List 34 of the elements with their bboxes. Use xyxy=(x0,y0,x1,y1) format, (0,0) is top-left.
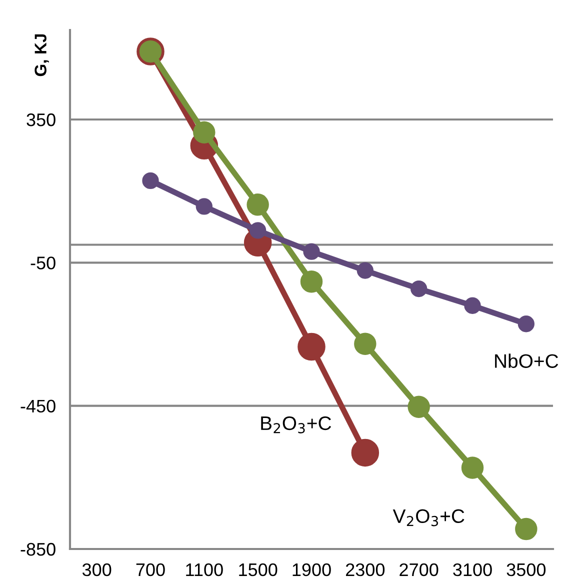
x-tick-label: 2700 xyxy=(400,563,438,576)
point xyxy=(410,280,428,298)
point xyxy=(356,262,374,279)
x-tick-label: 700 xyxy=(136,563,165,576)
point xyxy=(518,316,534,332)
x-tick-label: 1900 xyxy=(292,563,331,576)
point xyxy=(461,456,484,479)
point xyxy=(142,172,159,190)
series-label: NbO+C xyxy=(495,354,558,368)
x-tick-label: 300 xyxy=(82,563,112,576)
y-tick-label: -50 xyxy=(30,256,56,270)
x-tick-label: 2300 xyxy=(346,563,385,576)
x-tick-label: 3100 xyxy=(453,563,492,576)
point xyxy=(303,243,320,260)
point xyxy=(515,518,538,540)
point xyxy=(250,222,266,239)
series-label: B$_{2}$O$_{3}$+C xyxy=(261,416,332,434)
y-tick-label: -850 xyxy=(20,542,56,556)
y-tick-label: 350 xyxy=(26,113,56,126)
point xyxy=(464,297,481,314)
y-tick-label: -450 xyxy=(20,400,56,413)
point xyxy=(351,438,380,467)
point xyxy=(193,121,216,144)
point xyxy=(354,332,376,356)
x-tick-label: 1100 xyxy=(186,563,223,576)
point xyxy=(408,396,430,418)
x-tick-label: 1500 xyxy=(239,563,278,576)
point xyxy=(298,332,326,361)
x-tick-label: 3500 xyxy=(506,563,546,576)
point xyxy=(246,194,269,216)
series-label: V$_{2}$O$_{3}$+C xyxy=(392,509,464,526)
point xyxy=(300,270,323,293)
y-axis-title: G, KJ xyxy=(34,34,49,76)
point xyxy=(196,198,212,215)
